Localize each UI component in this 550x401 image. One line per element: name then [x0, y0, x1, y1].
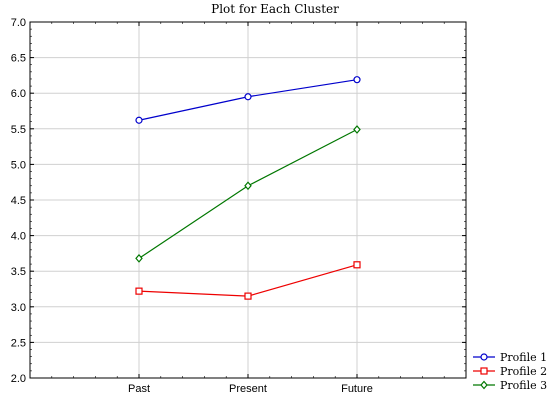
data-point	[244, 292, 252, 300]
grid	[30, 22, 466, 378]
legend-label: Profile 3	[500, 379, 547, 392]
data-point	[135, 287, 143, 295]
data-point	[135, 116, 143, 124]
y-tick-label: 5.5	[11, 124, 26, 136]
legend-marker	[480, 367, 488, 375]
y-tick-label: 7.0	[11, 17, 26, 29]
y-tick-label: 2.5	[11, 337, 26, 349]
x-tick-label: Future	[341, 383, 373, 395]
y-tick-label: 3.5	[11, 266, 26, 278]
series-2	[135, 261, 361, 300]
y-tick-label: 3.0	[11, 302, 26, 314]
legend-item: Profile 3	[473, 379, 547, 392]
x-tick-label: Present	[229, 383, 267, 395]
data-point	[353, 76, 361, 84]
data-point	[244, 181, 252, 191]
legend-label: Profile 2	[500, 365, 547, 378]
series-group	[135, 76, 361, 300]
series-3	[135, 125, 361, 263]
chart-title: Plot for Each Cluster	[211, 2, 339, 16]
legend-label: Profile 1	[500, 351, 547, 364]
data-point	[353, 125, 361, 134]
x-axis: Past Present Future	[29, 22, 467, 395]
data-point	[135, 253, 143, 263]
y-axis: 2.0 2.5 3.0 3.5 4.0 4.5 5.0 5.5 6.0 6.5 7.0	[11, 17, 466, 385]
y-tick-label: 5.0	[11, 159, 26, 171]
x-tick-label: Past	[128, 383, 150, 395]
y-tick-label: 4.0	[11, 231, 26, 243]
legend-item: Profile 2	[473, 365, 547, 378]
y-tick-label: 2.0	[11, 373, 26, 385]
legend-item: Profile 1	[473, 351, 547, 364]
legend-marker	[480, 353, 488, 361]
y-tick-label: 6.0	[11, 88, 26, 100]
y-tick-label: 4.5	[11, 195, 26, 207]
data-point	[353, 261, 361, 269]
y-tick-label: 6.5	[11, 53, 26, 65]
legend-marker	[480, 380, 488, 390]
series-1	[135, 76, 361, 124]
data-point	[244, 93, 252, 101]
